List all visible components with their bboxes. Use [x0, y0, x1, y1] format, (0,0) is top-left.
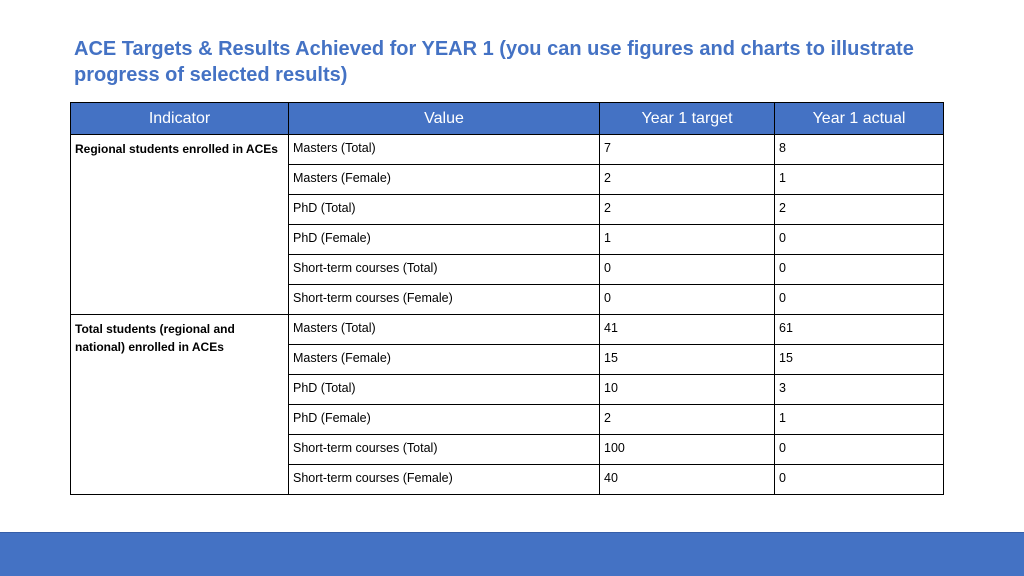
header-indicator: Indicator	[70, 102, 289, 135]
target-cell: 0	[599, 254, 775, 285]
target-cell: 10	[599, 374, 775, 405]
target-cell: 0	[599, 284, 775, 315]
actual-cell: 0	[774, 284, 944, 315]
table-row: Regional students enrolled in ACEs Maste…	[70, 134, 944, 315]
actual-cell: 0	[774, 464, 944, 495]
value-cell: Short-term courses (Female)	[288, 284, 600, 315]
table-row: Short-term courses (Total) 100 0	[71, 434, 944, 465]
header-year1-target: Year 1 target	[599, 102, 775, 135]
table-row: Masters (Female) 2 1	[71, 164, 944, 195]
target-cell: 2	[599, 194, 775, 225]
value-cell: PhD (Total)	[288, 194, 600, 225]
target-cell: 15	[599, 344, 775, 375]
actual-cell: 15	[774, 344, 944, 375]
value-cell: Short-term courses (Total)	[288, 434, 600, 465]
table-row: PhD (Total) 10 3	[71, 374, 944, 405]
table-row: Short-term courses (Female) 40 0	[71, 464, 944, 495]
table-row: Total students (regional and national) e…	[70, 314, 944, 495]
value-cell: PhD (Female)	[288, 404, 600, 435]
actual-cell: 8	[774, 134, 944, 165]
indicator-cell: Regional students enrolled in ACEs	[70, 134, 289, 315]
actual-cell: 0	[774, 434, 944, 465]
actual-cell: 3	[774, 374, 944, 405]
footer-bar	[0, 532, 1024, 576]
value-cell: Short-term courses (Female)	[288, 464, 600, 495]
target-cell: 1	[599, 224, 775, 255]
table-row: PhD (Female) 2 1	[71, 404, 944, 435]
value-cell: Masters (Total)	[288, 314, 600, 345]
target-cell: 7	[599, 134, 775, 165]
table-header-row: Indicator Value Year 1 target Year 1 act…	[70, 102, 944, 135]
value-cell: Masters (Total)	[288, 134, 600, 165]
target-cell: 2	[599, 164, 775, 195]
value-cell: Short-term courses (Total)	[288, 254, 600, 285]
slide-title: ACE Targets & Results Achieved for YEAR …	[74, 38, 914, 86]
actual-cell: 1	[774, 404, 944, 435]
indicator-cell: Total students (regional and national) e…	[70, 314, 289, 495]
header-value: Value	[288, 102, 600, 135]
value-cell: Masters (Female)	[288, 344, 600, 375]
value-cell: PhD (Female)	[288, 224, 600, 255]
value-cell: Masters (Female)	[288, 164, 600, 195]
results-table: Indicator Value Year 1 target Year 1 act…	[70, 102, 944, 495]
target-cell: 40	[599, 464, 775, 495]
table-row: PhD (Female) 1 0	[71, 224, 944, 255]
actual-cell: 2	[774, 194, 944, 225]
target-cell: 41	[599, 314, 775, 345]
actual-cell: 1	[774, 164, 944, 195]
value-cell: PhD (Total)	[288, 374, 600, 405]
header-year1-actual: Year 1 actual	[774, 102, 944, 135]
table-row: PhD (Total) 2 2	[71, 194, 944, 225]
actual-cell: 0	[774, 224, 944, 255]
target-cell: 100	[599, 434, 775, 465]
actual-cell: 0	[774, 254, 944, 285]
actual-cell: 61	[774, 314, 944, 345]
target-cell: 2	[599, 404, 775, 435]
